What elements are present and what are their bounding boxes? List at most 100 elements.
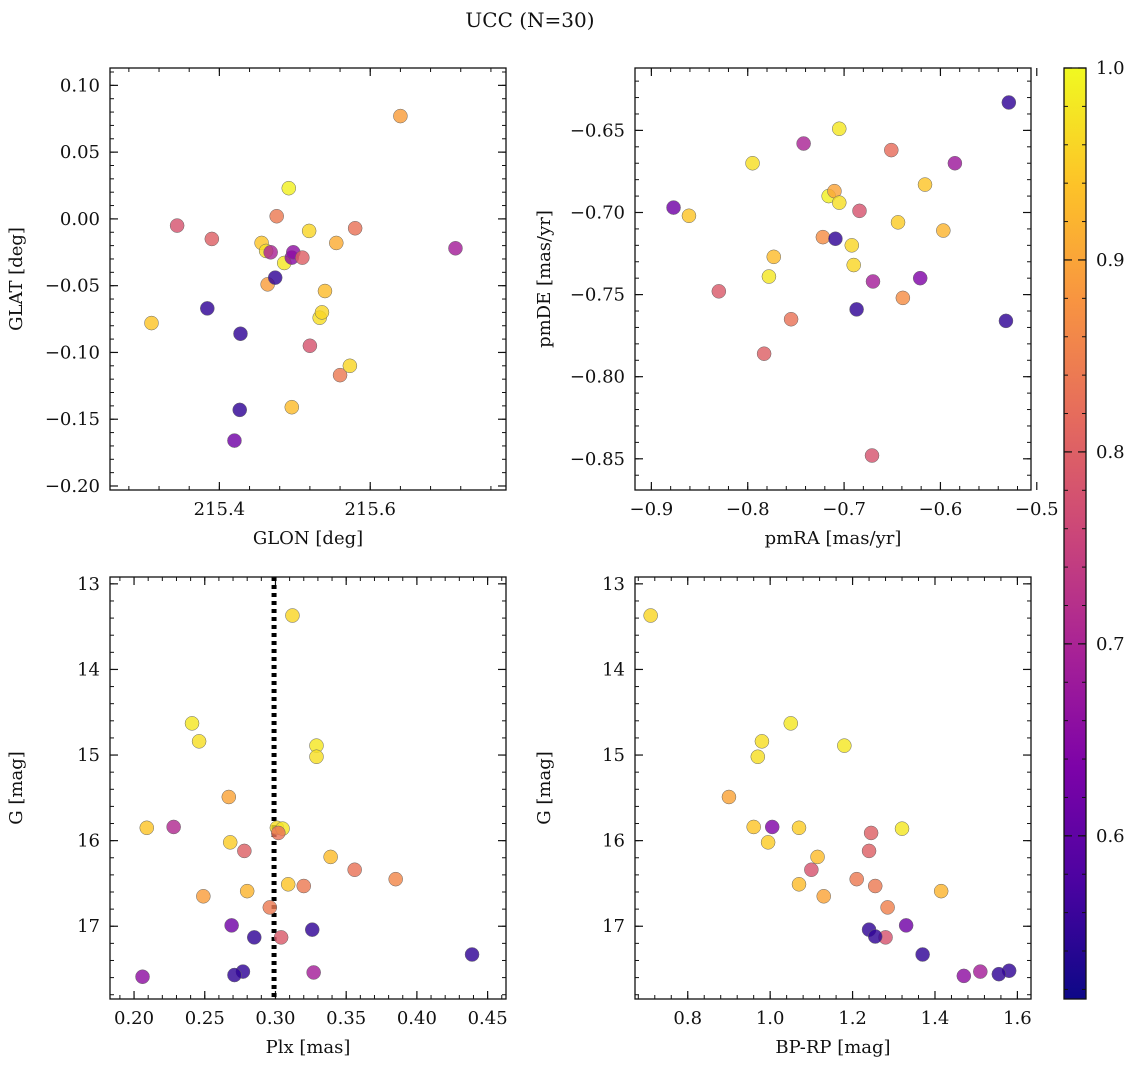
y-axis-label: pmDE [mas/yr] [534,210,555,348]
data-points [135,608,480,984]
x-tick-label: 1.2 [838,1008,867,1029]
y-tick-label: 16 [602,831,625,852]
y-tick-label: −0.10 [45,342,100,363]
data-point [304,922,320,937]
data-point [783,716,799,731]
data-point [816,889,831,904]
data-point [666,200,681,215]
data-point [832,195,847,210]
data-point [332,367,348,383]
data-point [296,878,312,894]
data-point [393,108,408,124]
data-point [746,819,761,835]
data-point [815,229,831,245]
y-tick-label: −0.80 [570,367,625,388]
minor-ticks [110,68,506,490]
data-point [269,208,284,224]
data-point [756,346,772,361]
data-point [222,835,238,850]
data-point [764,819,780,835]
data-point [135,969,150,984]
data-point [761,269,777,284]
data-point [237,843,252,859]
y-tick-label: 15 [77,745,100,766]
data-point [828,231,843,247]
data-point [998,313,1014,329]
y-tick-label: 13 [77,574,100,595]
data-point [849,871,864,887]
axes-frame [634,576,1032,1000]
x-tick-label: 215.4 [194,499,246,520]
data-point [184,716,200,731]
x-tick-label: −0.5 [1015,499,1059,520]
data-points [666,95,1017,463]
data-point [232,402,247,418]
data-point [884,142,899,158]
data-point [864,448,880,463]
x-tick-label: −0.6 [919,499,963,520]
data-point [867,878,883,894]
y-tick-label: −0.20 [45,476,100,497]
data-points [643,608,1017,984]
x-tick-label: 0.20 [114,1008,154,1029]
data-point [898,918,914,933]
data-point [849,302,864,317]
data-point [247,930,262,945]
y-tick-label: −0.85 [570,449,625,470]
data-point [301,223,317,239]
data-point [915,947,930,962]
y-tick-label: −0.70 [570,202,625,223]
x-tick-label: −0.9 [630,499,674,520]
data-point [227,433,242,448]
data-point [791,877,807,892]
data-point [832,121,847,137]
data-point [464,947,480,962]
data-point [796,136,811,151]
data-point [852,203,867,219]
data-point [810,849,825,865]
data-point [314,305,330,320]
data-point [271,825,286,841]
data-point [302,338,318,354]
axes-frame [109,576,507,1000]
colorbar-tick-label: 0.7 [1096,634,1125,655]
colorbar-tick-label: 0.8 [1096,442,1125,463]
data-point [262,900,278,915]
x-tick-label: 0.35 [326,1008,366,1029]
data-point [204,231,220,247]
data-point [284,399,300,415]
y-tick-label: 0.10 [60,75,100,96]
data-point [837,738,852,753]
data-point [224,918,239,933]
data-point [191,734,207,749]
minor-ticks [110,577,506,999]
data-point [263,245,278,260]
data-point [912,270,928,286]
colorbar-tick-label: 1.0 [1096,58,1125,79]
data-point [280,877,296,892]
data-point [895,290,911,306]
data-point [865,274,881,289]
y-axis-label: G [mag] [6,751,27,824]
x-axis-label: pmRA [mas/yr] [765,528,902,549]
y-tick-label: 0.00 [60,209,100,230]
data-point [754,734,770,749]
data-point [227,967,242,983]
data-point [880,900,895,915]
data-point [221,789,237,805]
y-tick-label: 15 [602,745,625,766]
data-point [309,749,324,765]
colorbar-gradient [1063,67,1087,1000]
data-point [643,608,658,623]
y-tick-label: 14 [602,659,625,680]
axes-frame [109,67,507,491]
data-point [347,862,362,877]
data-point [342,358,358,374]
data-point [936,223,951,238]
x-tick-label: 1.0 [756,1008,785,1029]
scatter-panel-3: 0.20 0.25 0.30 0.35 0.40 0.45 13 14 15 16 17 Plx [m… [6,574,508,1058]
y-axis-label: GLAT [deg] [6,227,27,331]
y-tick-label: 17 [77,916,100,937]
data-point [317,283,333,299]
x-axis-label: Plx [mas] [266,1037,351,1058]
